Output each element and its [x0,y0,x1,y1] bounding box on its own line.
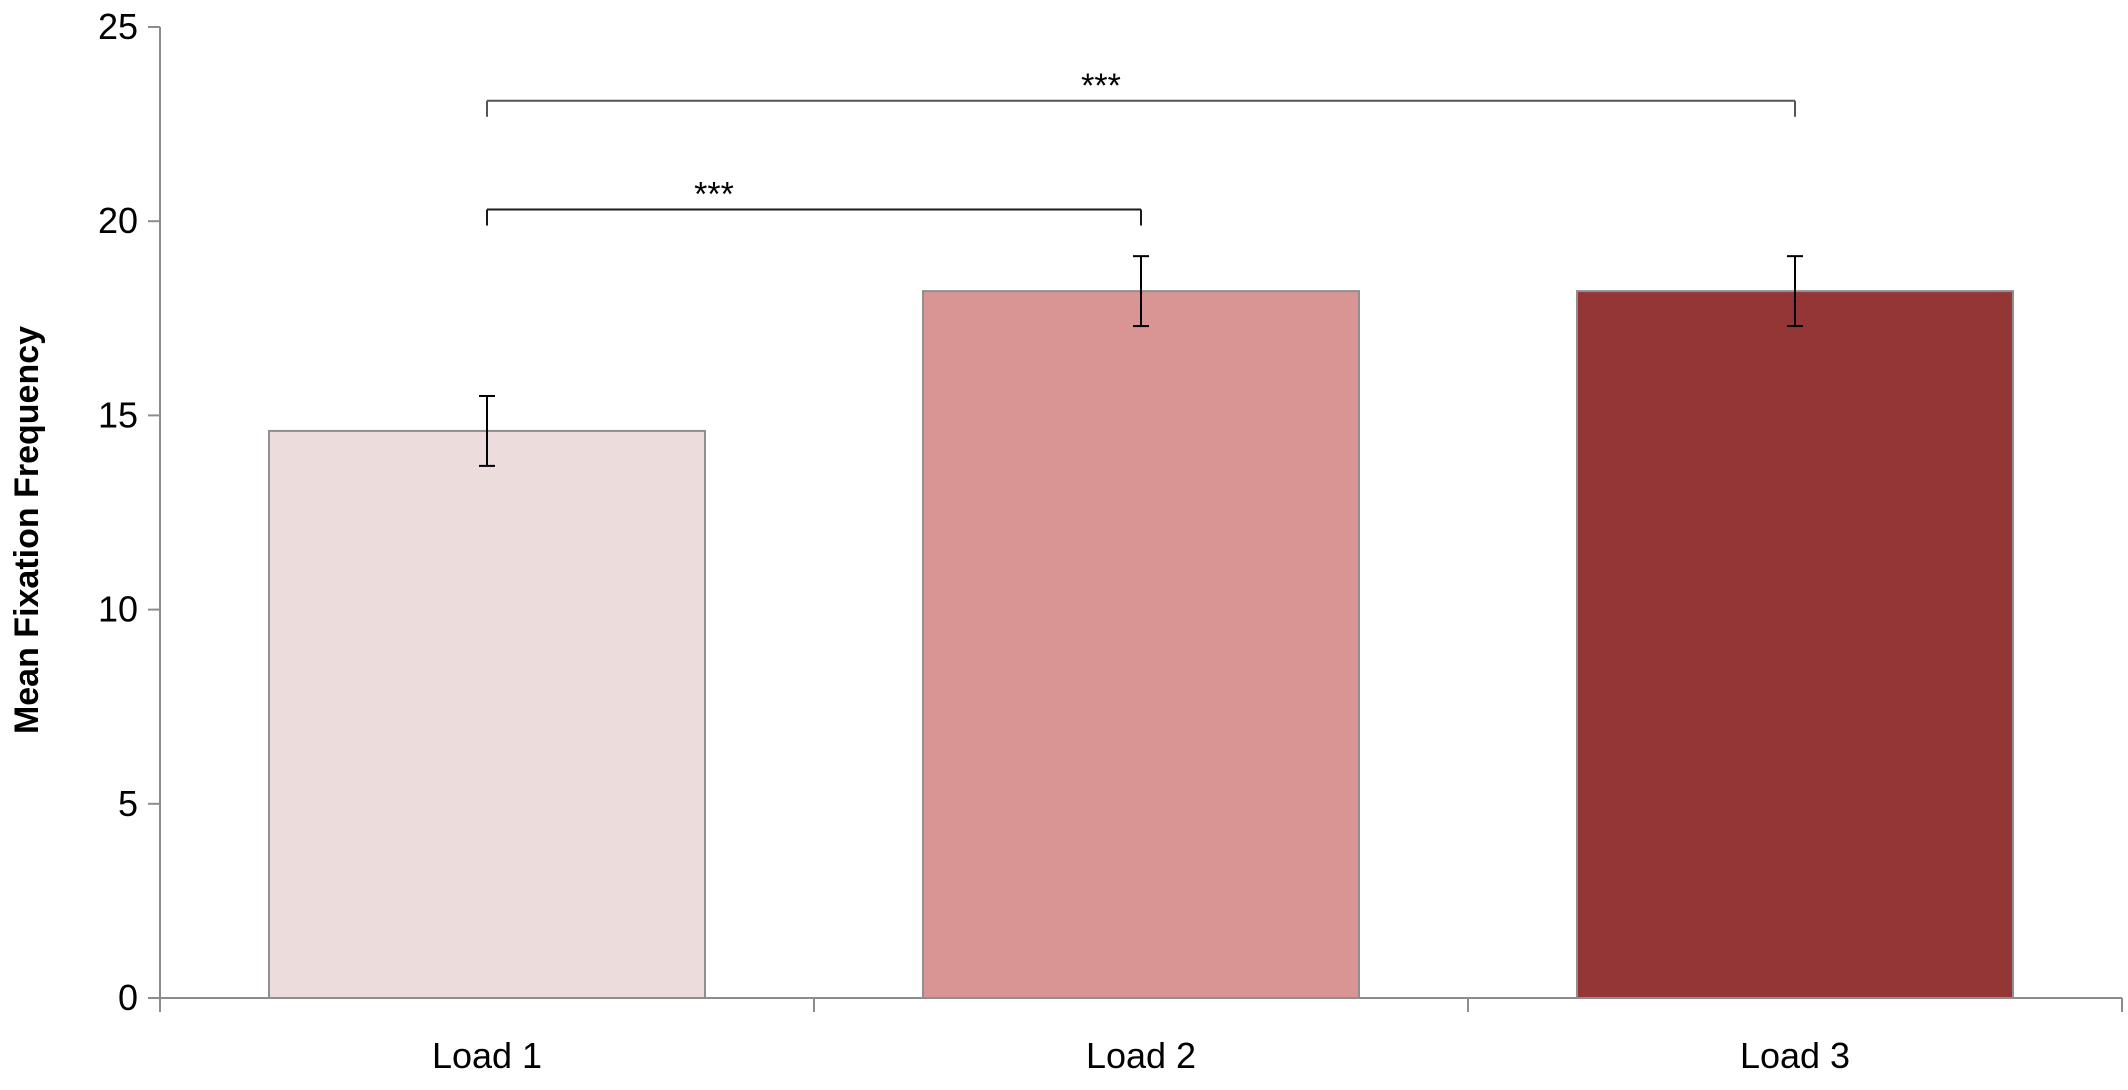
y-tick-label: 15 [98,394,138,435]
significance-group: *** *** [486,67,1796,226]
x-tick-label: Load 3 [1740,1035,1850,1076]
bar-load-3 [1576,290,2014,999]
significance-label: *** [694,176,734,214]
y-axis-title: Mean Fixation Frequency [8,326,46,734]
y-tick-label: 20 [98,200,138,241]
y-tick-label: 0 [118,977,138,1018]
y-tick-label: 5 [118,783,138,824]
bar-load-2 [922,290,1360,999]
bar-load-1 [268,429,706,1000]
significance-label: *** [1081,67,1121,105]
error-bars-group [479,255,1803,467]
y-tick-label: 10 [98,589,138,630]
y-tick-label: 25 [98,6,138,47]
labels-group: Load 1 Load 2 Load 3 [432,1035,1850,1076]
bars-group [268,290,2014,1000]
x-tick-label: Load 2 [1086,1035,1196,1076]
x-tick-label: Load 1 [432,1035,542,1076]
